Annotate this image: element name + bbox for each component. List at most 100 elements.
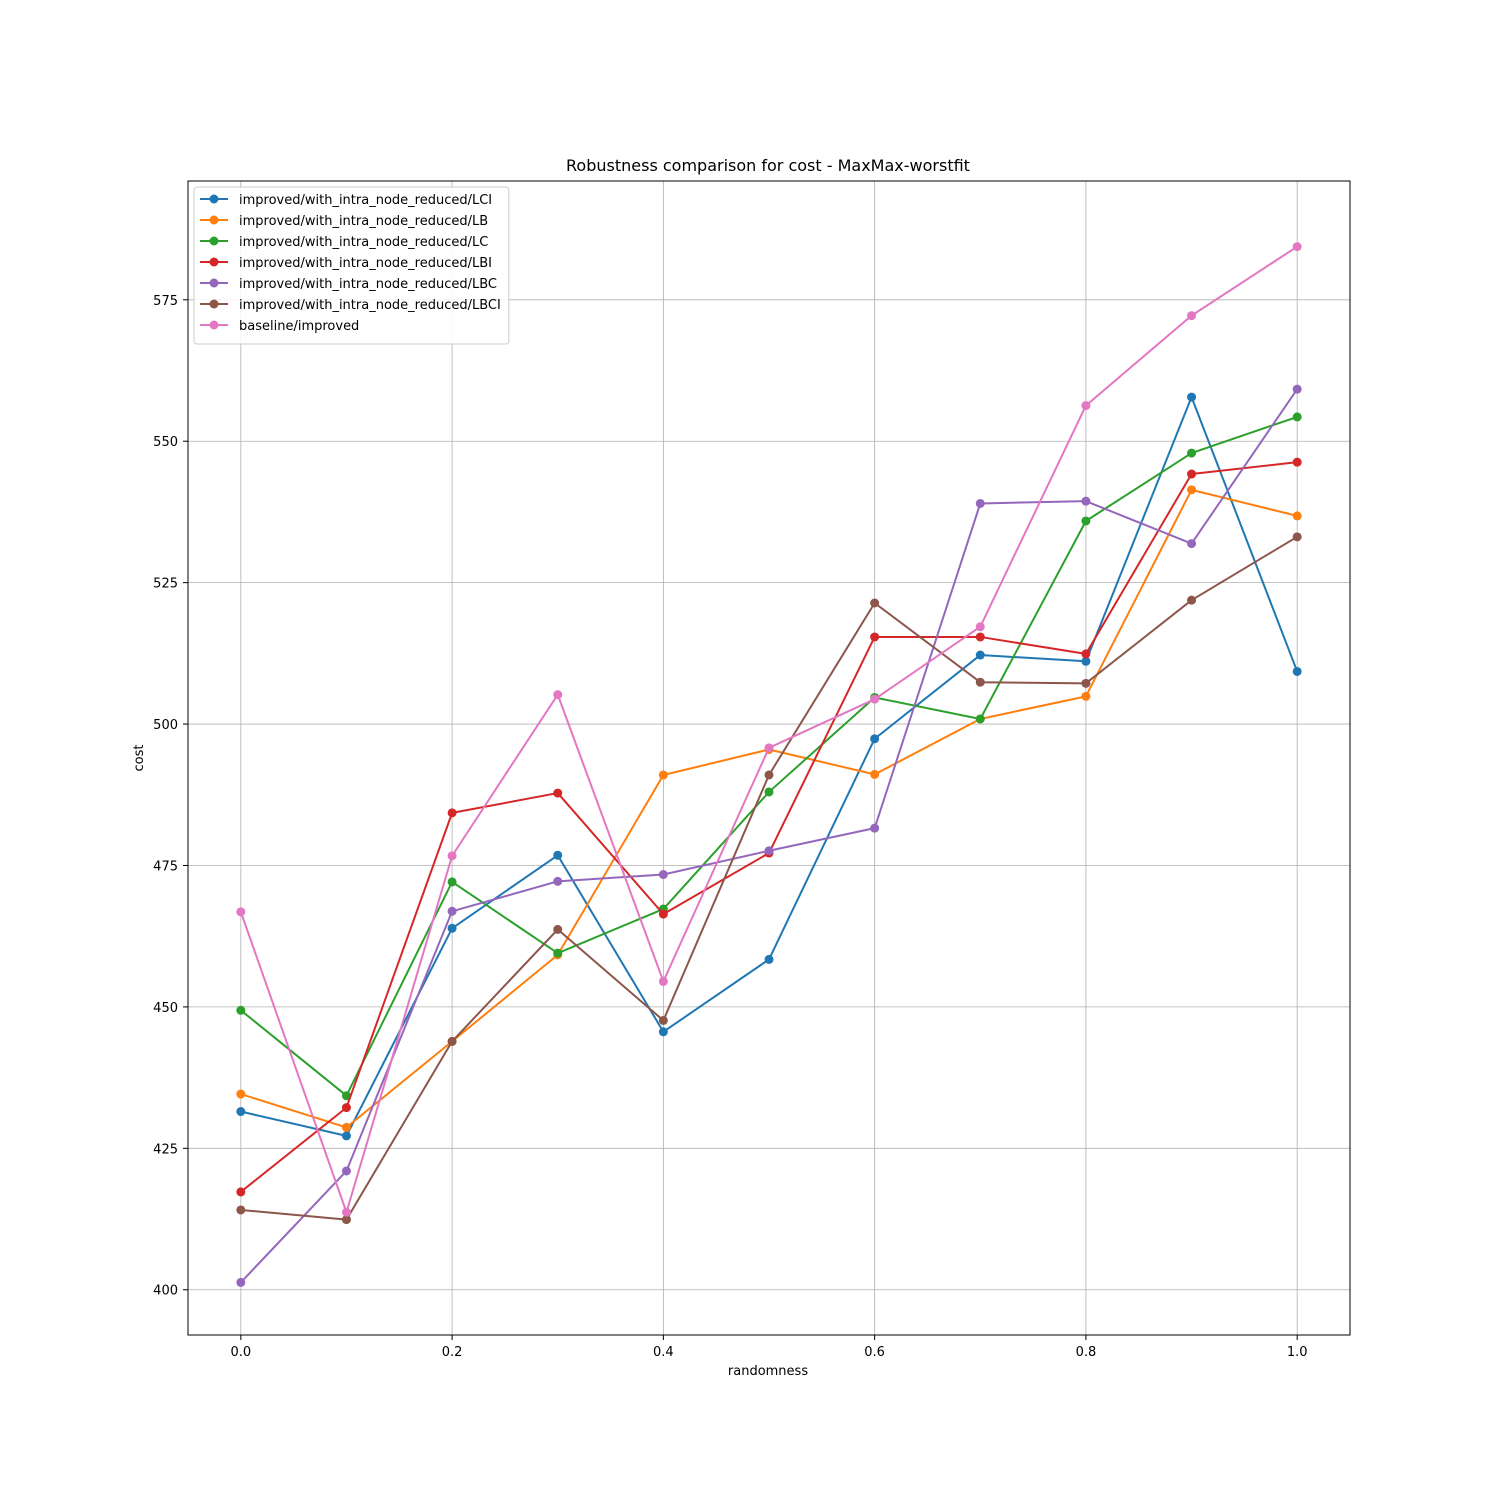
data-point [236,1107,246,1117]
data-point [341,1103,351,1113]
legend-item: improved/with_intra_node_reduced/LBC [200,277,497,292]
chart-title: Robustness comparison for cost - MaxMax-… [566,156,970,175]
x-axis-label: randomness [728,1364,808,1379]
x-tick-label: 0.8 [1076,1345,1097,1360]
data-point [553,876,563,886]
data-point [1292,457,1302,467]
y-tick-label: 525 [153,577,178,592]
data-point [658,1015,668,1025]
data-point [1187,311,1197,321]
data-point [1081,678,1091,688]
legend-item: improved/with_intra_node_reduced/LBCI [200,298,501,313]
data-point [764,770,774,780]
data-point [1187,539,1197,549]
x-tick-label: 0.0 [230,1345,251,1360]
data-point [870,823,880,833]
data-point [1187,392,1197,402]
data-point [447,906,457,916]
data-point [553,924,563,934]
legend-item: improved/with_intra_node_reduced/LBI [200,256,492,271]
data-point [1292,242,1302,252]
data-point [764,954,774,964]
data-point [447,877,457,887]
data-point [1292,384,1302,394]
legend-label: improved/with_intra_node_reduced/LBC [239,277,497,292]
data-point [341,1131,351,1141]
legend-marker [209,299,219,309]
data-point [341,1215,351,1225]
y-tick-label: 575 [153,294,178,309]
legend-label: improved/with_intra_node_reduced/LC [239,235,488,250]
data-point [975,498,985,508]
data-point [764,787,774,797]
legend-marker [209,194,219,204]
data-point [1081,691,1091,701]
y-tick-label: 550 [153,435,178,450]
series-6 [236,532,1302,1225]
data-point [975,632,985,642]
y-tick-label: 400 [153,1284,178,1299]
data-point [870,694,880,704]
x-tick-label: 0.4 [653,1345,674,1360]
data-point [870,734,880,744]
data-point [1081,516,1091,526]
data-point [870,598,880,608]
data-point [764,743,774,753]
data-point [1187,485,1197,495]
data-point [658,909,668,919]
x-tick-label: 0.6 [864,1345,885,1360]
legend-item: improved/with_intra_node_reduced/LCI [200,193,492,208]
legend-marker [209,236,219,246]
data-point [1187,469,1197,479]
data-point [236,1187,246,1197]
axis-ticks: 0.0 0.2 0.4 0.6 0.8 1.0 400 425 450 475 500 525 550 5… [153,294,1307,1360]
data-point [870,632,880,642]
data-point [975,677,985,687]
legend-label: improved/with_intra_node_reduced/LCI [239,193,492,208]
legend-label: improved/with_intra_node_reduced/LBI [239,256,492,271]
data-point [764,846,774,856]
data-point [341,1166,351,1176]
data-point [447,1036,457,1046]
data-point [236,1089,246,1099]
legend: improved/with_intra_node_reduced/LCIimpr… [193,186,510,345]
data-point [658,1027,668,1037]
data-point [870,769,880,779]
data-point [1292,666,1302,676]
legend-label: baseline/improved [239,319,359,334]
data-point [975,714,985,724]
legend-marker [209,257,219,267]
legend-marker [209,215,219,225]
data-point [553,850,563,860]
data-point [975,622,985,632]
data-point [236,1205,246,1215]
data-point [236,907,246,917]
data-point [1292,532,1302,542]
legend-marker [209,278,219,288]
data-point [1187,595,1197,605]
legend-box [193,186,510,345]
series-5 [236,384,1302,1287]
legend-label: improved/with_intra_node_reduced/LBCI [239,298,501,313]
series-layer [236,242,1302,1287]
plot-frame [187,180,1351,1336]
data-point [1081,496,1091,506]
data-point [1081,401,1091,411]
y-tick-label: 475 [153,859,178,874]
data-point [658,976,668,986]
legend-item: baseline/improved [200,319,359,334]
data-point [553,788,563,798]
legend-label: improved/with_intra_node_reduced/LB [239,214,488,229]
data-point [447,808,457,818]
legend-item: improved/with_intra_node_reduced/LC [200,235,488,250]
x-tick-label: 0.2 [442,1345,463,1360]
legend-item: improved/with_intra_node_reduced/LB [200,214,488,229]
y-axis-label: cost [132,745,147,772]
y-tick-label: 500 [153,718,178,733]
series-7 [236,242,1302,1217]
data-point [553,690,563,700]
data-point [1292,511,1302,521]
y-tick-label: 425 [153,1142,178,1157]
data-point [975,650,985,660]
data-point [1081,656,1091,666]
